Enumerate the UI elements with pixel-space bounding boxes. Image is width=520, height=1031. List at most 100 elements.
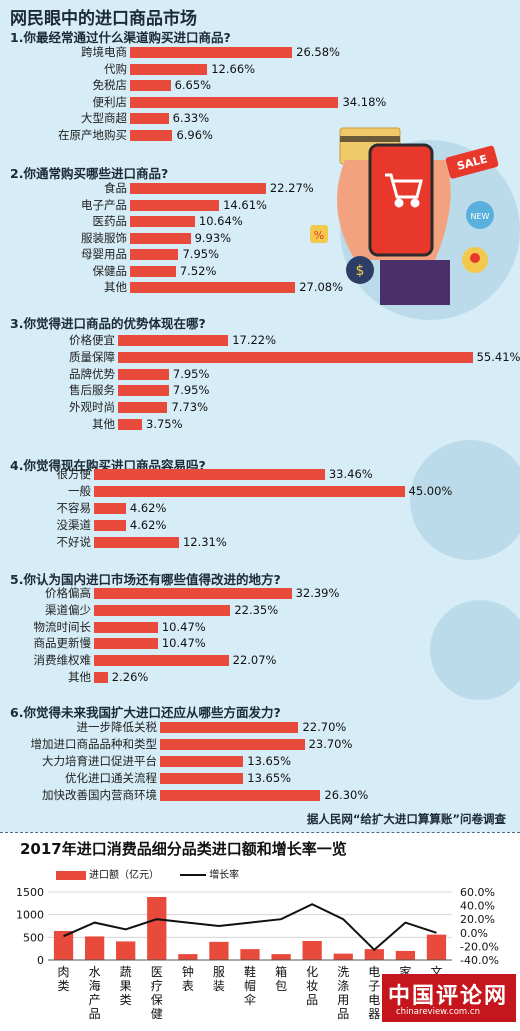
bar-row: 加快改善国内营商环境 26.30%: [0, 788, 520, 802]
category-label-char: 类: [58, 979, 70, 993]
right-axis-tick: -20.0%: [460, 940, 499, 953]
bar-label: 不容易: [56, 501, 92, 515]
bar: [94, 672, 108, 683]
new-badge-icon: [466, 201, 494, 229]
bar-row: 服装服饰 9.93%: [0, 231, 520, 245]
decorative-circle: [430, 600, 520, 700]
bar: [130, 80, 171, 91]
bar-value-label: 22.35%: [234, 602, 279, 617]
bar-row: 价格便宜 17.22%: [0, 333, 520, 347]
bar-row: 优化进口通关流程 13.65%: [0, 771, 520, 785]
bar-label: 电子产品: [81, 197, 127, 212]
legend-label-bar: 进口额（亿元）: [89, 870, 159, 881]
bar-row: 跨境电商 26.58%: [0, 45, 520, 59]
bar-row: 保健品 7.52%: [0, 264, 520, 278]
chart-legend: 进口额（亿元） 增长率: [56, 866, 239, 881]
right-axis-tick: -40.0%: [460, 954, 499, 967]
growth-rate-line: [63, 903, 437, 952]
source-note: 据人民网“给扩大进口算算账”问卷调查: [306, 812, 506, 826]
main-title: 网民眼中的进口商品市场: [10, 9, 197, 29]
category-label-char: 妆: [306, 979, 318, 993]
right-axis-tick: 40.0%: [460, 900, 495, 913]
bar-row: 医药品 10.64%: [0, 214, 520, 228]
bar-value-label: 26.58%: [296, 45, 340, 59]
bar-row: 物流时间长 10.47%: [0, 620, 520, 634]
category-label-char: 伞: [244, 992, 256, 1007]
bar-label: 优化进口通关流程: [65, 771, 157, 785]
bar: [94, 469, 325, 480]
bar: [118, 351, 473, 363]
category-label-char: 装: [213, 979, 225, 993]
bar-label: 其他: [68, 670, 91, 684]
bar-value-label: 34.18%: [342, 94, 387, 109]
category-label-char: 品: [89, 1007, 101, 1021]
chart-title: 2017年进口消费品细分品类进口额和增长率一览: [20, 840, 347, 858]
bar: [94, 655, 229, 667]
bar-label: 便利店: [92, 94, 128, 109]
legend-label-line: 增长率: [209, 870, 240, 881]
bar: [118, 368, 169, 380]
left-axis-tick: 1000: [16, 909, 44, 922]
bar-value-label: 10.47%: [161, 636, 206, 651]
question-title: 1.你最经常通过什么渠道购买进口商品?: [10, 30, 231, 45]
left-axis-tick: 0: [37, 954, 44, 967]
bar-value-label: 10.64%: [198, 214, 243, 228]
bar-label: 很方便: [56, 467, 92, 481]
bar-row: 不好说 12.31%: [0, 535, 520, 549]
bar-label: 售后服务: [69, 383, 115, 398]
category-label-char: 表: [182, 979, 194, 993]
bar-row: 进一步降低关税 22.70%: [0, 720, 520, 734]
bar: [94, 520, 126, 531]
category-label-char: 健: [151, 1007, 163, 1021]
bar-label: 母婴用品: [81, 247, 127, 261]
bar: [130, 265, 176, 277]
logo-text: 中国评论网: [388, 984, 509, 1009]
bar-label: 食品: [104, 181, 127, 195]
category-label-char: 洗: [337, 965, 349, 979]
bar: [94, 621, 158, 633]
bar: [130, 63, 208, 75]
bar-label: 加快改善国内营商环境: [42, 788, 157, 802]
bar-value-label: 6.33%: [172, 111, 210, 125]
category-label-char: 保: [151, 993, 163, 1007]
bar-row: 质量保障 55.41%: [0, 350, 520, 364]
bar-value-label: 4.62%: [129, 501, 167, 515]
phone-shopping-illustration: SALE NEW $ %: [310, 127, 499, 305]
category-label-char: 疗: [151, 979, 163, 993]
bar-label: 商品更新慢: [33, 636, 92, 651]
new-badge-text: NEW: [471, 212, 490, 221]
bar: [94, 537, 179, 548]
bar-label: 外观时尚: [69, 400, 115, 415]
bar-row: 便利店 34.18%: [0, 95, 520, 109]
bar-label: 保健品: [92, 263, 128, 278]
bar-row: 消费维权难 22.07%: [0, 653, 520, 667]
bar: [94, 486, 405, 497]
right-axis-tick: 60.0%: [460, 886, 495, 899]
bar-value-label: 6.65%: [174, 78, 212, 92]
category-label-char: 涤: [337, 979, 349, 993]
bar-label: 没渠道: [56, 518, 92, 532]
category-label-char: 蔬: [120, 965, 132, 979]
bar-value-label: 17.22%: [232, 333, 277, 347]
right-axis-tick: 20.0%: [460, 913, 495, 926]
category-label-char: 箱: [275, 964, 287, 979]
category-label-char: 服: [213, 965, 225, 979]
legend-swatch-bar: [56, 870, 86, 880]
bar-value-label: 22.70%: [302, 720, 347, 734]
bar: [118, 419, 142, 430]
bar-value-label: 10.47%: [161, 619, 206, 634]
chart-bar: [333, 953, 353, 960]
dashed-divider: [0, 832, 520, 833]
bar-value-label: 23.70%: [308, 737, 353, 751]
bar-row: 其他 3.75%: [0, 417, 520, 431]
bar-value-label: 7.73%: [171, 400, 209, 415]
bar-value-label: 14.61%: [223, 197, 267, 212]
bar-value-label: 13.65%: [247, 771, 292, 785]
category-label-char: 品: [337, 1007, 349, 1021]
bar-row: 大型商超 6.33%: [0, 111, 520, 125]
bar-label: 价格偏高: [45, 586, 91, 600]
bar-label: 进一步降低关税: [76, 720, 158, 734]
question-title: 3.你觉得进口商品的优势体现在哪?: [10, 316, 206, 331]
bar-label: 在原产地购买: [58, 127, 127, 142]
